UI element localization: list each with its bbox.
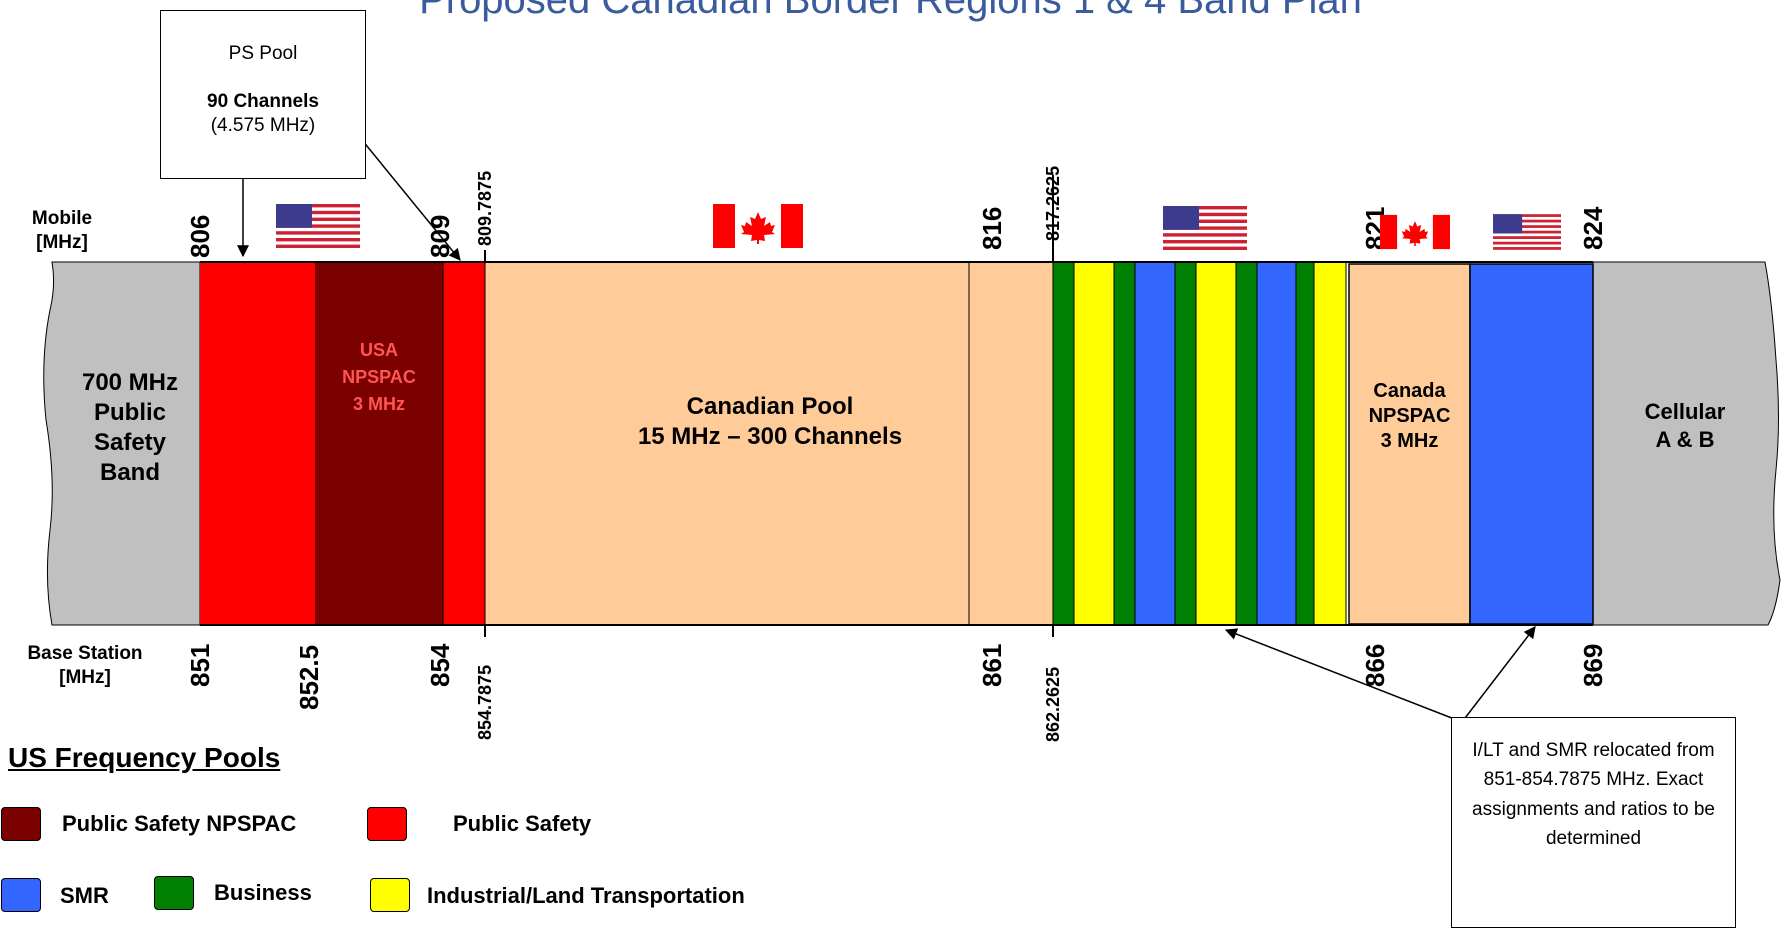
arrow-relocated-2 [1461,626,1536,723]
base-tick-861: 861 [977,643,1007,687]
label-700mhz-ps: 700 MHz Public Safety Band [81,369,179,486]
base-tick-854: 854 [425,643,455,687]
stripe-smr-2 [1256,261,1297,626]
legend-label-ps-npspac: Public Safety NPSPAC [62,811,297,836]
stripe-business-3 [1174,261,1197,626]
segment-usa-npspac [315,262,443,625]
arrow-ps-pool-2 [361,139,461,261]
legend-label-ilt: Industrial/Land Transportation [427,883,745,908]
base-tick-852-5: 852.5 [294,644,324,710]
arrow-relocated-1 [1224,628,1463,723]
base-tick-854-7875: 854.7875 [475,664,495,740]
legend-swatch-smr [1,878,41,912]
mobile-tick-816: 816 [977,206,1007,250]
base-tick-862-2625: 862.2625 [1043,666,1063,742]
label-canada-npspac: Canada NPSPAC 3 MHz [1368,380,1451,452]
base-tick-851: 851 [185,643,215,687]
mobile-tick-806: 806 [185,214,215,258]
stripe-business-5 [1295,261,1315,626]
stripe-smr-1 [1134,261,1176,626]
segment-ps-pool-red [200,262,315,625]
segment-canadian-pool [484,261,970,626]
callout-ps-pool-bandwidth: (4.575 MHz) [210,115,316,136]
callout-relocation-text: I/LT and SMR relocated from 851-854.7875… [1472,740,1715,850]
legend-swatch-ps-npspac [1,807,41,841]
stripe-ilt-2 [1195,261,1237,626]
segment-us-smr [1469,263,1594,625]
stripe-ilt-3 [1313,261,1347,626]
segment-cellular [1592,261,1781,626]
segment-canadian-pool-tail [968,261,1054,626]
legend-swatch-ps [367,807,407,841]
us-flag-icon [1493,214,1561,250]
mobile-tick-809: 809 [425,214,455,258]
segment-ps-red-narrow [442,261,486,626]
stripe-business-1 [1052,261,1075,626]
legend-label-smr: SMR [60,883,109,908]
mobile-tick-824: 824 [1578,206,1608,250]
legend-heading: US Frequency Pools [8,742,281,773]
base-tick-869: 869 [1578,643,1608,687]
stripe-business-4 [1235,261,1258,626]
callout-ps-pool-title: PS Pool [228,43,298,64]
base-axis-label: Base Station [MHz] [27,643,143,688]
legend-label-ps: Public Safety [453,811,592,836]
page-title: Proposed Canadian Border Regions 1 & 4 B… [419,0,1362,22]
relocation-callout: I/LT and SMR relocated from 851-854.7875… [1451,717,1736,928]
segment-canada-npspac [1348,263,1471,625]
canada-flag-icon [713,204,803,248]
callout-ps-pool-channels: 90 Channels [207,91,319,112]
us-flag-icon [276,204,360,248]
label-canadian-pool: Canadian Pool 15 MHz – 300 Channels [637,393,903,450]
stripe-ilt-1 [1073,261,1115,626]
mobile-axis-label: Mobile [MHz] [31,208,93,253]
mobile-tick-809-7875: 809.7875 [475,170,495,246]
label-usa-npspac: USA NPSPAC 3 MHz [342,340,416,414]
segment-700mhz-ps [43,261,201,626]
stripe-business-2 [1113,261,1136,626]
legend-swatch-ilt [370,878,410,912]
ps-pool-callout: PS Pool 90 Channels (4.575 MHz) [160,10,366,179]
legend-swatch-business [154,876,194,910]
base-tick-866: 866 [1360,643,1390,687]
mobile-tick-817-2625: 817.2625 [1043,165,1063,241]
legend-label-business: Business [214,880,312,905]
label-cellular: Cellular A & B [1644,399,1726,452]
us-flag-icon [1163,206,1247,250]
canada-flag-icon [1380,214,1450,250]
